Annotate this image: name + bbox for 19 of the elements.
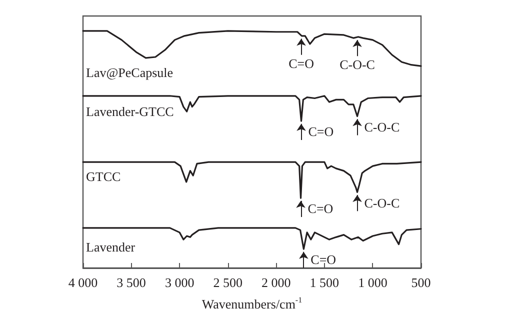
x-tick-label: 2 000 [262, 275, 291, 290]
annotation: C-O-C [340, 57, 375, 72]
annotation: C-O-C [364, 119, 400, 134]
annotation: C=O [310, 252, 336, 268]
annotation: C=O [308, 124, 334, 140]
series-label: GTCC [86, 169, 121, 184]
x-tick-label: 1 500 [310, 275, 340, 290]
x-tick-label: 1 000 [358, 275, 388, 290]
annotation: C=O [308, 201, 334, 216]
annotation: C=O [288, 56, 314, 71]
series-label: Lav@PeCapsule [86, 64, 174, 80]
series-label: Lavender-GTCC [86, 104, 174, 119]
x-tick-label: 4 000 [68, 275, 98, 290]
series-label: Lavender [86, 239, 136, 254]
x-tick-label: 3 000 [164, 275, 194, 290]
annotation: C-O-C [364, 195, 400, 210]
x-tick-label: 500 [411, 275, 431, 290]
x-tick-label: 2 500 [213, 275, 242, 290]
x-tick-label: 3 500 [116, 275, 146, 290]
